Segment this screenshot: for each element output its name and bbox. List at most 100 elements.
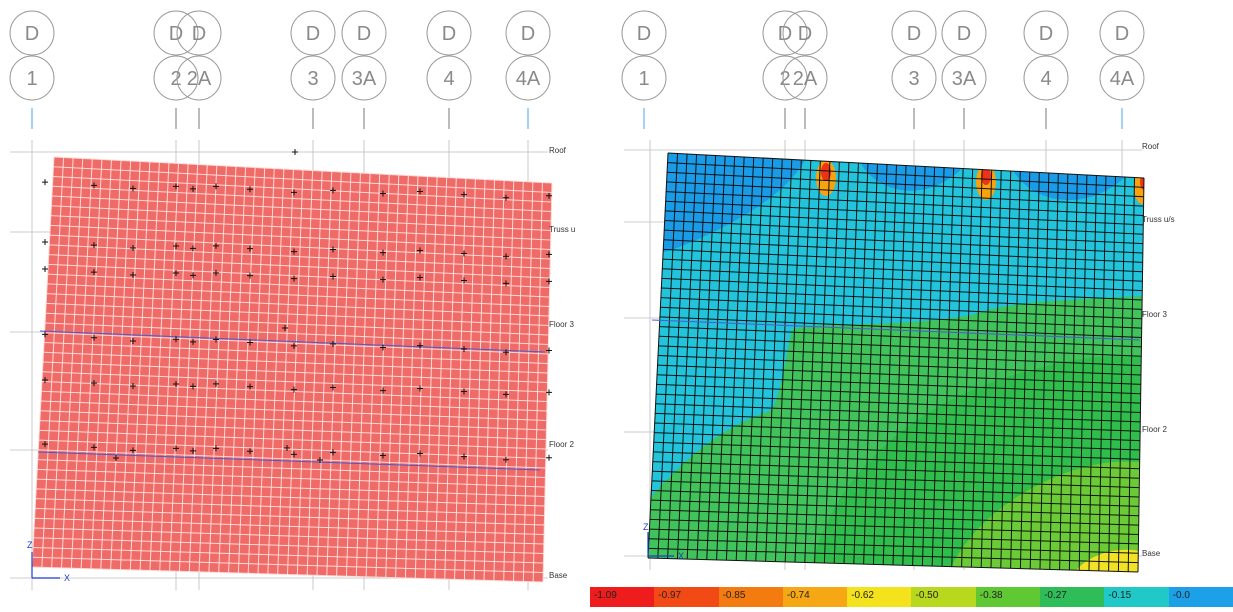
- legend-swatch: -1.09: [590, 587, 655, 607]
- joint-marker: [417, 342, 423, 349]
- mesh-line: [656, 383, 1141, 404]
- mesh-line: [39, 429, 547, 450]
- legend-value-label: -1.09: [594, 590, 617, 601]
- floor-line: [37, 451, 541, 471]
- mesh-line: [656, 393, 1141, 414]
- mesh-line: [661, 277, 1143, 301]
- joint-marker: [417, 188, 423, 195]
- mesh-line: [40, 400, 547, 421]
- grid-bubble-bottom: [1023, 55, 1069, 101]
- mesh-line: [34, 517, 545, 535]
- grid-bubble-bottom: [762, 55, 808, 101]
- grid-bubble-tag: D: [1039, 23, 1053, 45]
- joint-marker: [330, 449, 336, 456]
- joint-marker: [417, 450, 423, 457]
- grid-bubble-2a: D 2A: [176, 10, 222, 101]
- mesh-line: [667, 152, 1145, 179]
- joint-marker: [291, 342, 297, 349]
- joint-marker: [190, 185, 196, 192]
- joint-marker: [330, 273, 336, 280]
- mesh-line: [38, 449, 546, 469]
- mesh-line: [52, 176, 552, 203]
- joint-marker: [546, 454, 552, 461]
- left-level-labels: Roof Truss u Floor 3 Floor 2 Base: [549, 146, 575, 580]
- mesh-line: [649, 518, 1139, 535]
- grid-bubble-bottom: [341, 55, 387, 101]
- right-grid-ticks: [643, 108, 1123, 129]
- grid-bubble-tag: D: [521, 23, 535, 45]
- joint-marker: [91, 334, 97, 341]
- grid-bubble-3a: D 3A: [941, 10, 987, 101]
- grid-bubble-4: D4: [426, 10, 472, 101]
- mesh-line: [662, 258, 1143, 282]
- joint-marker: [247, 448, 253, 455]
- mesh-line: [41, 390, 547, 412]
- legend-swatch: -0.62: [847, 587, 912, 607]
- joint-marker: [461, 453, 467, 460]
- grid-bubble-top: [1023, 10, 1069, 56]
- left-floor-lines: [37, 330, 546, 471]
- grid-bubble-top: [153, 10, 199, 56]
- joint-marker: [503, 349, 509, 356]
- left-axis-triad: Z X: [27, 540, 70, 583]
- right-axis-triad: Z X: [643, 522, 684, 561]
- mesh-line: [41, 381, 548, 402]
- mesh-line: [658, 345, 1142, 367]
- mesh-line: [33, 537, 544, 554]
- joint-marker: [190, 383, 196, 390]
- legend-swatch: -0.27: [1040, 587, 1105, 607]
- joint-marker: [291, 248, 297, 255]
- joint-marker: [417, 247, 423, 254]
- level-label: Truss u/s: [1142, 215, 1175, 224]
- joint-marker: [546, 347, 552, 354]
- mesh-line: [650, 499, 1139, 517]
- joint-marker: [380, 276, 386, 283]
- grid-bubble-top: [9, 10, 55, 56]
- mesh-line: [657, 364, 1141, 385]
- mesh-line: [36, 478, 545, 497]
- joint-marker: [213, 336, 219, 343]
- legend-value-label: -0.15: [1108, 590, 1132, 601]
- grid-bubble-tag: D: [778, 23, 792, 45]
- mesh-line: [648, 547, 1139, 564]
- joint-marker: [130, 382, 136, 389]
- joint-marker: [330, 187, 336, 194]
- level-label: Roof: [1142, 142, 1160, 151]
- mesh-line: [38, 439, 546, 459]
- joint-marker: [42, 179, 48, 186]
- grid-bubble-3a: D 3A: [341, 10, 387, 101]
- joint-marker: [42, 266, 48, 273]
- mesh-line: [35, 498, 545, 516]
- left-model-view: D 1 D 2 D 2A D 3 D 3A D 4 D 4A Roof Truss u Floor 3 Floo…: [0, 0, 610, 607]
- mesh-line: [51, 195, 552, 222]
- grid-bubble-tag: D: [25, 23, 39, 45]
- joint-marker: [173, 445, 179, 452]
- stress-legend-bar: -1.09 -0.97 -0.85 -0.74 -0.62 -0.50 -0.38 -0.27…: [590, 587, 1233, 607]
- grid-bubble-tag: D: [907, 23, 921, 45]
- mesh-line: [660, 297, 1142, 320]
- mesh-line: [652, 461, 1140, 479]
- grid-bubble-top: [891, 10, 937, 56]
- joint-marker: [317, 457, 323, 463]
- mesh-line: [662, 268, 1143, 292]
- mesh-line: [657, 374, 1141, 395]
- grid-bubble-bottom: [153, 55, 199, 101]
- grid-bubble-bottom: [176, 55, 222, 101]
- joint-marker: [213, 380, 219, 387]
- mesh-line: [649, 528, 1139, 545]
- level-label: Floor 3: [1142, 310, 1167, 319]
- mesh-line: [37, 459, 546, 478]
- joint-marker: [130, 337, 136, 344]
- joint-marker: [330, 384, 336, 391]
- joint-marker: [91, 242, 97, 249]
- mesh-line: [45, 322, 549, 345]
- joint-marker: [173, 242, 179, 249]
- mesh-line: [661, 287, 1143, 310]
- grid-bubble-name: 2A: [187, 68, 212, 90]
- joint-marker: [461, 250, 467, 257]
- level-label: Base: [1142, 549, 1161, 558]
- grid-bubble-name: 3: [908, 68, 919, 90]
- joint-marker: [503, 194, 509, 201]
- mesh-line: [42, 361, 548, 383]
